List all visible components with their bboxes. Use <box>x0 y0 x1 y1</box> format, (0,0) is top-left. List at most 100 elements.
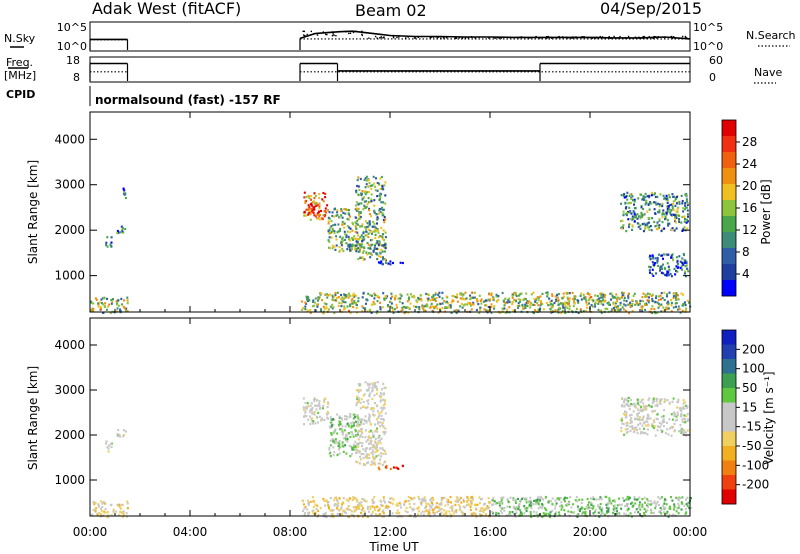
heatmap-cell <box>506 505 509 508</box>
heatmap-cell <box>455 311 458 314</box>
heatmap-cell <box>336 432 339 435</box>
heatmap-cell <box>304 407 307 410</box>
heatmap-cell <box>365 179 368 182</box>
heatmap-cell <box>382 509 385 512</box>
heatmap-cell <box>655 203 658 206</box>
heatmap-cell <box>367 442 370 445</box>
heatmap-cell <box>363 200 366 203</box>
heatmap-cell <box>647 221 650 224</box>
heatmap-cell <box>473 512 476 515</box>
heatmap-cell <box>620 430 623 433</box>
heatmap-cell <box>680 407 682 410</box>
heatmap-cell <box>591 305 594 308</box>
heatmap-cell <box>351 238 354 241</box>
heatmap-cell <box>318 400 321 403</box>
heatmap-cell <box>122 435 125 438</box>
heatmap-cell <box>622 210 625 213</box>
heatmap-cell <box>363 418 366 421</box>
heatmap-cell <box>384 452 387 455</box>
heatmap-cell <box>331 298 334 301</box>
heatmap-cell <box>353 235 356 238</box>
heatmap-cell <box>683 414 686 417</box>
heatmap-cell <box>365 183 368 186</box>
heatmap-cell <box>641 213 644 216</box>
heatmap-cell <box>639 508 642 511</box>
heatmap-cell <box>378 240 381 243</box>
heatmap-cell <box>375 247 378 250</box>
heatmap-cell <box>391 295 394 298</box>
heatmap-cell <box>668 513 671 516</box>
heatmap-cell <box>467 503 470 506</box>
heatmap-cell <box>633 203 635 206</box>
heatmap-cell <box>346 422 349 426</box>
heatmap-cell <box>379 211 382 214</box>
heatmap-cell <box>677 512 680 515</box>
heatmap-cell <box>638 418 641 421</box>
heatmap-cell <box>636 400 639 403</box>
heatmap-cell <box>628 312 631 315</box>
heatmap-cell <box>629 421 632 425</box>
heatmap-cell <box>656 227 659 231</box>
heatmap-cell <box>397 297 400 300</box>
heatmap-cell <box>362 507 364 510</box>
heatmap-cell <box>452 295 455 298</box>
heatmap-cell <box>620 220 622 223</box>
heatmap-cell <box>376 216 379 219</box>
heatmap-cell <box>341 441 344 444</box>
heatmap-cell <box>498 504 501 507</box>
heatmap-cell <box>116 433 119 436</box>
heatmap-cell <box>639 227 642 230</box>
heatmap-cell <box>561 506 564 509</box>
heatmap-cell <box>623 400 626 403</box>
heatmap-cell <box>98 512 101 515</box>
heatmap-cell <box>666 207 669 210</box>
heatmap-cell <box>599 299 601 303</box>
heatmap-cell <box>647 301 650 304</box>
heatmap-cell <box>534 502 537 505</box>
heatmap-cell <box>331 214 334 218</box>
heatmap-cell <box>503 307 506 310</box>
heatmap-cell <box>338 452 341 455</box>
heatmap-cell <box>635 498 638 501</box>
heatmap-cell <box>639 409 642 413</box>
heatmap-cell <box>664 399 667 402</box>
heatmap-cell <box>626 421 629 424</box>
heatmap-cell <box>345 438 348 441</box>
heatmap-cell <box>517 306 520 309</box>
heatmap-cell <box>546 295 549 298</box>
heatmap-cell <box>626 430 629 434</box>
heatmap-cell <box>363 226 366 229</box>
heatmap-cell <box>649 225 652 228</box>
heatmap-cell <box>346 217 349 221</box>
heatmap-cell <box>651 217 654 220</box>
heatmap-cell <box>427 510 430 514</box>
heatmap-cell <box>634 207 637 210</box>
noise-point <box>434 36 436 38</box>
heatmap-cell <box>674 419 677 422</box>
heatmap-cell <box>320 309 323 313</box>
heatmap-cell <box>564 301 567 304</box>
heatmap-cell <box>651 297 654 301</box>
heatmap-cell <box>367 235 370 239</box>
heatmap-cell <box>622 213 625 216</box>
heatmap-cell <box>646 299 649 302</box>
heatmap-cell <box>322 191 325 195</box>
heatmap-cell <box>121 227 124 230</box>
heatmap-cell <box>399 506 402 509</box>
heatmap-cell <box>557 300 560 303</box>
heatmap-cell <box>634 216 637 219</box>
heatmap-cell <box>374 451 377 454</box>
heatmap-cell <box>506 308 509 311</box>
heatmap-cell <box>303 414 306 417</box>
heatmap-cell <box>120 503 123 507</box>
heatmap-cell <box>684 512 687 515</box>
heatmap-cell <box>366 298 368 301</box>
heatmap-cell <box>364 177 367 180</box>
heatmap-cell <box>371 386 374 389</box>
heatmap-cell <box>620 202 623 205</box>
heatmap-cell <box>317 217 319 220</box>
heatmap-cell <box>548 297 551 300</box>
heatmap-cell <box>352 294 354 297</box>
heatmap-cell <box>384 506 387 509</box>
